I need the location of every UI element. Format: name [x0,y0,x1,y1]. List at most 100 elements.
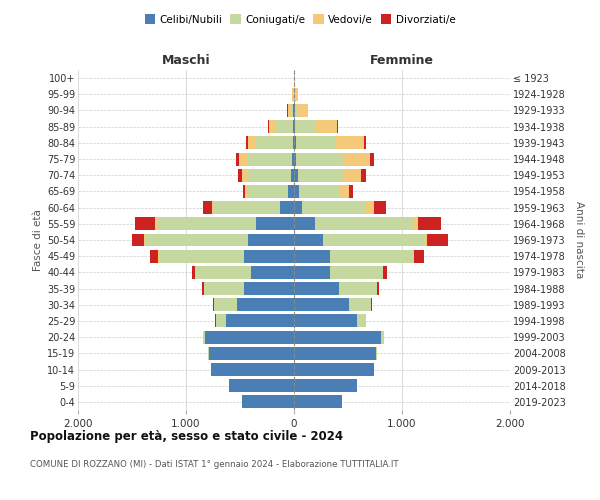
Bar [196,266,251,279]
Bar [356,314,366,328]
Bar [229,379,294,392]
Bar [329,250,413,262]
Text: COMUNE DI ROZZANO (MI) - Dati ISTAT 1° gennaio 2024 - Elaborazione TUTTITALIA.IT: COMUNE DI ROZZANO (MI) - Dati ISTAT 1° g… [30,460,398,469]
Bar [242,396,294,408]
Text: Maschi: Maschi [161,54,211,67]
Bar [280,201,294,214]
Bar [205,282,244,295]
Bar [323,234,425,246]
Bar [297,104,308,117]
Bar [294,396,341,408]
Bar [242,169,248,181]
Bar [238,169,242,181]
Bar [294,363,374,376]
Bar [294,136,296,149]
Bar [209,347,294,360]
Bar [315,218,415,230]
Bar [226,314,294,328]
Bar [364,136,365,149]
Bar [293,136,294,149]
Bar [288,185,294,198]
Legend: Celibi/Nubili, Coniugati/e, Vedovi/e, Divorziati/e: Celibi/Nubili, Coniugati/e, Vedovi/e, Di… [140,10,460,29]
Bar [337,120,338,133]
Bar [294,218,315,230]
Bar [418,218,442,230]
Bar [244,282,294,295]
Bar [294,250,329,262]
Bar [294,330,382,344]
Bar [349,298,371,311]
Bar [132,234,145,246]
Bar [294,314,356,328]
Bar [237,298,294,311]
Text: Popolazione per età, sesso e stato civile - 2024: Popolazione per età, sesso e stato civil… [30,430,343,443]
Bar [336,136,364,149]
Bar [246,136,248,149]
Bar [329,266,383,279]
Bar [377,282,379,295]
Bar [316,120,337,133]
Bar [294,169,298,181]
Bar [294,185,299,198]
Bar [268,120,269,133]
Bar [302,201,366,214]
Bar [244,250,294,262]
Bar [248,234,294,246]
Bar [287,104,291,117]
Bar [415,218,418,230]
Bar [374,201,386,214]
Bar [298,169,344,181]
Bar [299,185,339,198]
Bar [239,152,247,166]
Bar [370,152,374,166]
Bar [248,136,256,149]
Bar [248,185,288,198]
Bar [202,282,205,295]
Bar [294,347,376,360]
Bar [150,250,158,262]
Bar [294,120,295,133]
Bar [203,330,205,344]
Bar [245,185,248,198]
Bar [248,169,291,181]
Bar [146,234,248,246]
Bar [291,169,294,181]
Bar [192,266,195,279]
Bar [157,218,256,230]
Bar [425,234,427,246]
Bar [340,282,377,295]
Bar [275,120,293,133]
Bar [256,136,293,149]
Bar [294,266,329,279]
Bar [296,136,336,149]
Text: Femmine: Femmine [370,54,434,67]
Bar [382,330,384,344]
Bar [216,314,226,328]
Y-axis label: Fasce di età: Fasce di età [32,209,43,271]
Bar [349,185,353,198]
Bar [295,104,297,117]
Bar [296,152,343,166]
Bar [214,201,280,214]
Bar [383,266,386,279]
Bar [294,298,349,311]
Bar [236,152,239,166]
Bar [256,218,294,230]
Bar [155,218,157,230]
Bar [339,185,349,198]
Bar [211,363,294,376]
Bar [294,88,295,101]
Bar [251,266,294,279]
Bar [344,169,361,181]
Bar [247,152,292,166]
Bar [205,330,294,344]
Bar [343,152,370,166]
Bar [294,201,302,214]
Bar [294,152,296,166]
Y-axis label: Anni di nascita: Anni di nascita [574,202,584,278]
Bar [212,201,214,214]
Bar [244,185,245,198]
Bar [158,250,159,262]
Bar [294,379,356,392]
Bar [295,88,298,101]
